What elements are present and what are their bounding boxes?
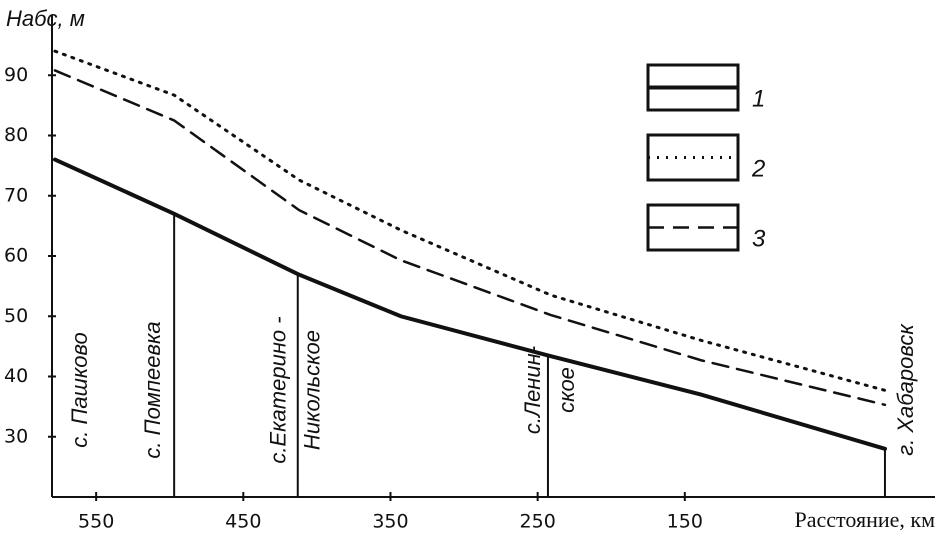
settlement-label: с.Екатерино - — [266, 316, 291, 463]
settlement-label: ское — [554, 367, 579, 413]
y-tick-label: 70 — [4, 184, 28, 206]
y-tick-label: 80 — [4, 124, 28, 146]
x-axis-label: Расстояние, км — [795, 507, 936, 532]
series-line — [53, 49, 887, 392]
settlement-label: г. Хабаровск — [893, 323, 918, 456]
settlement-label: с. Пашково — [67, 332, 92, 448]
x-tick-label: 550 — [78, 511, 114, 533]
y-tick-label: 30 — [4, 425, 28, 447]
x-tick-label: 350 — [372, 511, 408, 533]
series-line — [53, 69, 887, 407]
y-tick-label: 90 — [4, 64, 28, 86]
y-tick-label: 60 — [4, 245, 28, 267]
y-axis-label: Hабс, м — [6, 6, 85, 31]
legend-label: 2 — [751, 155, 765, 182]
x-tick-label: 250 — [520, 511, 556, 533]
legend-label: 1 — [752, 85, 765, 112]
x-tick-label: 150 — [667, 511, 703, 533]
x-tick-label: 450 — [225, 511, 261, 533]
settlement-label: Никольское — [300, 330, 325, 450]
settlement-label: с. Помпеевка — [140, 321, 165, 458]
series-line — [52, 157, 887, 451]
settlement-label: с.Ленин- — [520, 346, 545, 434]
y-tick-label: 50 — [4, 305, 28, 327]
legend-label: 3 — [752, 225, 766, 252]
y-tick-label: 40 — [4, 365, 28, 387]
